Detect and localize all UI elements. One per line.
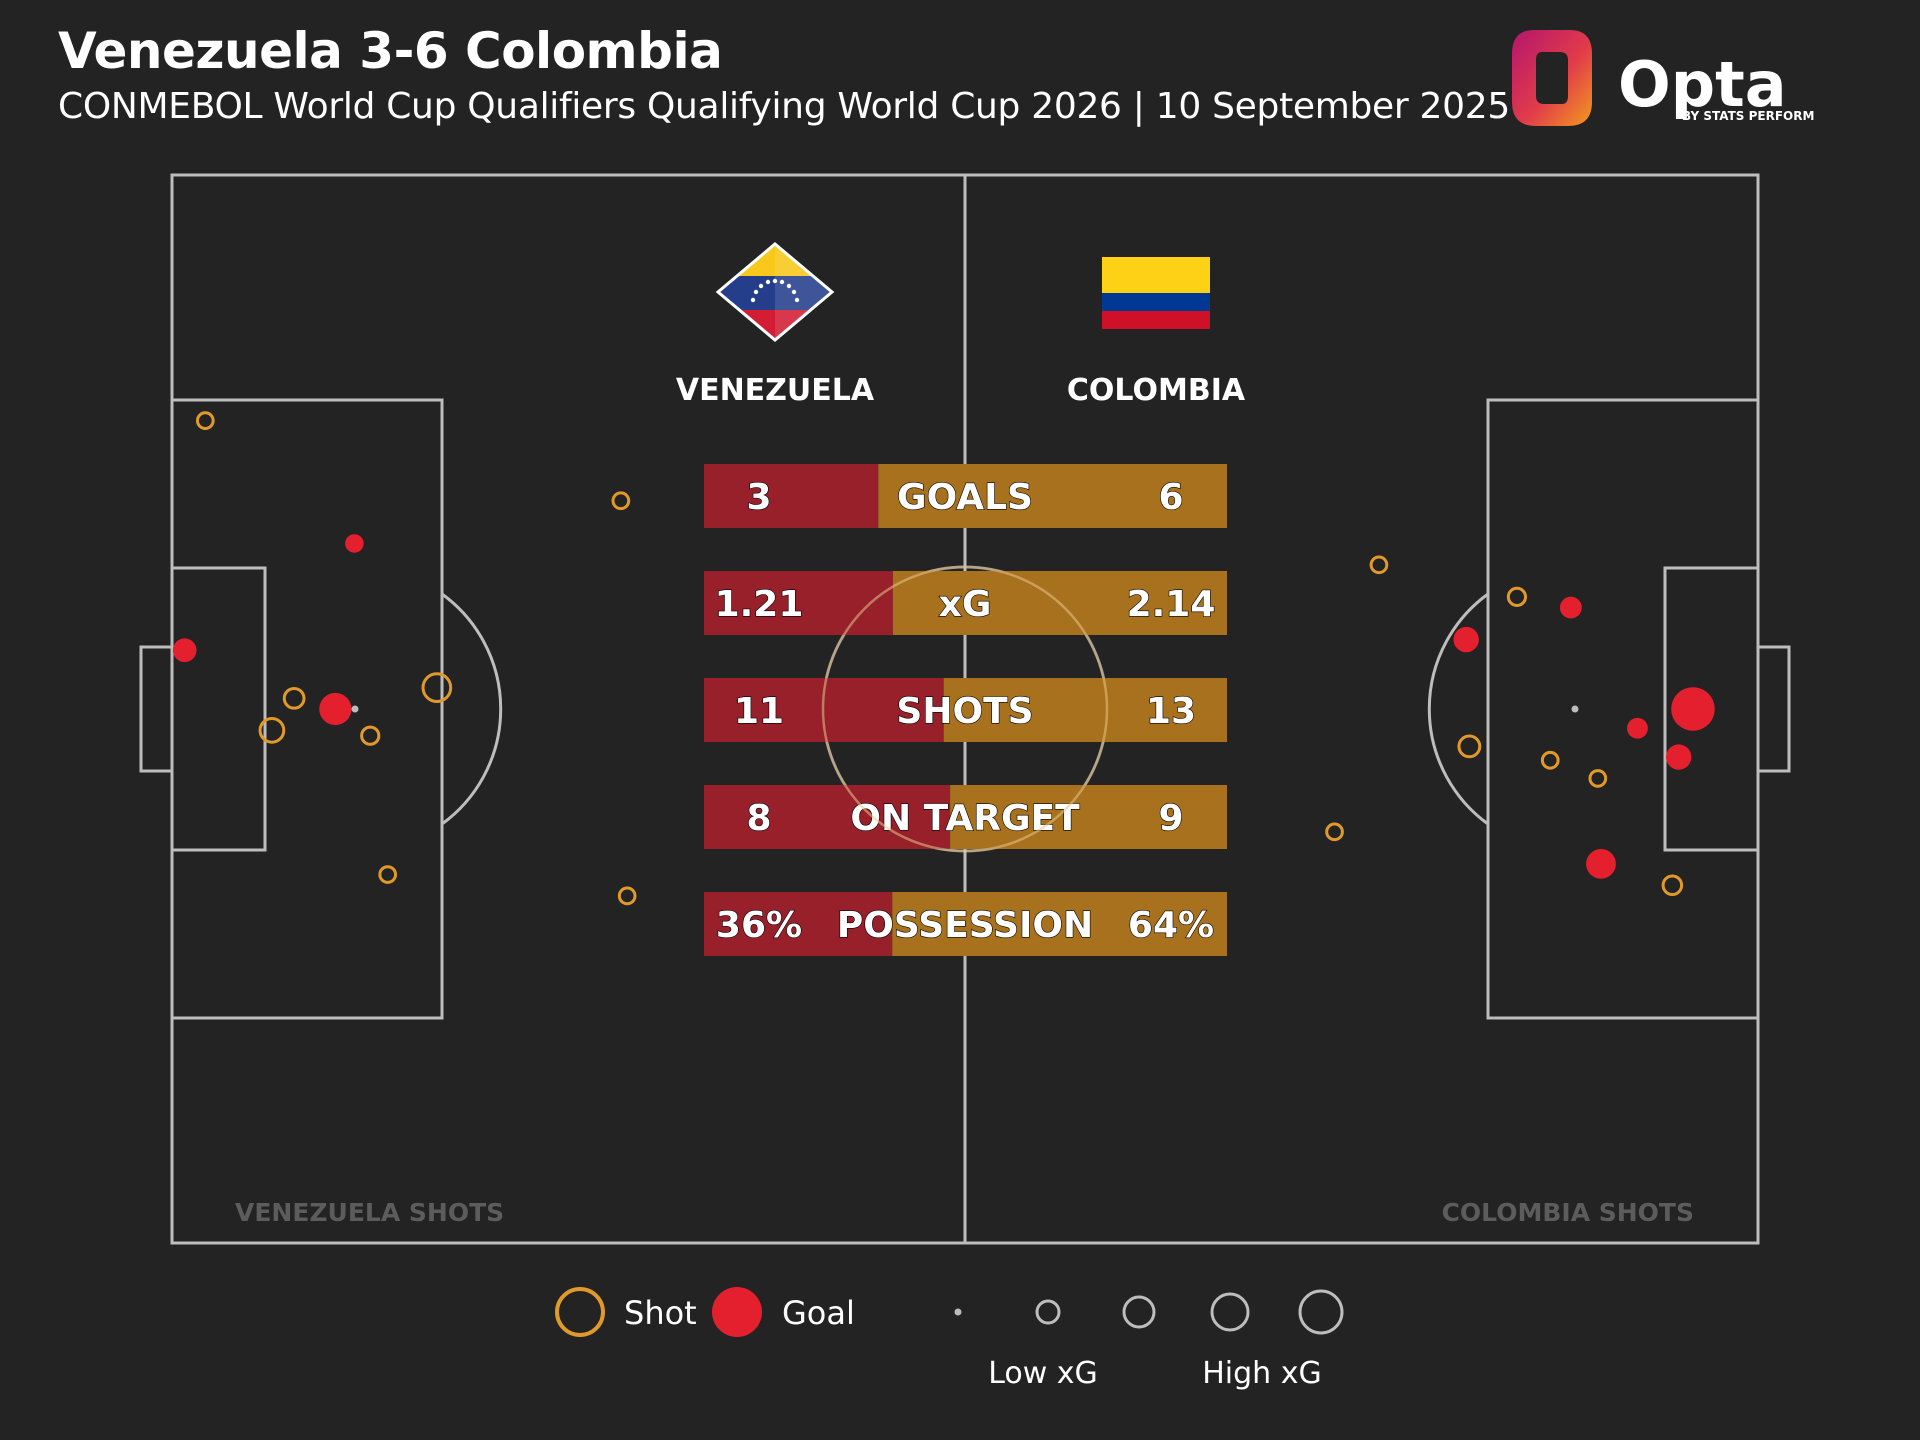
venezuela-team-name: VENEZUELA (676, 373, 875, 408)
shot-marker (1506, 586, 1528, 607)
right-penalty-arc (1427, 592, 1489, 826)
stat-bar-venezuela (704, 464, 879, 528)
stat-bar-colombia (878, 464, 1227, 528)
colombia-shots-label: COLOMBIA SHOTS (1442, 1198, 1694, 1227)
shot-marker (282, 686, 306, 710)
shot-marker (421, 672, 453, 703)
goal-marker (1627, 717, 1648, 739)
venezuela-flag-icon (715, 242, 835, 342)
stat-value-colombia: 13 (1146, 691, 1196, 732)
shot-marker (1661, 874, 1684, 896)
stat-value-colombia: 2.14 (1127, 584, 1216, 625)
goal-marker (1671, 687, 1715, 731)
stat-value-colombia: 6 (1158, 477, 1183, 518)
chart-title: Venezuela 3-6 Colombia (58, 22, 723, 80)
shot-marker (1540, 750, 1560, 770)
stat-value-colombia: 9 (1158, 798, 1183, 839)
shot-marker (611, 491, 631, 511)
stat-value-venezuela: 11 (734, 691, 784, 732)
stat-bar-colombia (892, 892, 1227, 956)
stat-bar-venezuela (704, 892, 893, 956)
shot-marker (1588, 769, 1608, 788)
shot-marker (1325, 822, 1344, 842)
goal-marker (345, 534, 364, 553)
colombia-flag-icon (1102, 257, 1210, 329)
opta-mark-icon (1512, 30, 1592, 126)
goal-marker (319, 692, 352, 726)
left-six-yard-box (170, 566, 267, 852)
shot-marker (360, 725, 381, 746)
opta-wordmark: Opta (1618, 48, 1787, 121)
left-penalty-spot (351, 705, 359, 713)
stat-value-colombia: 64% (1128, 905, 1214, 946)
stat-category-label: SHOTS (896, 691, 1033, 732)
goal-marker (1453, 626, 1479, 653)
right-penalty-spot (1571, 705, 1579, 713)
shot-marker (195, 411, 215, 430)
goal-marker (1559, 596, 1582, 619)
stat-value-venezuela: 8 (746, 798, 771, 839)
goal-marker (1666, 744, 1692, 770)
left-goal (139, 645, 174, 773)
stat-category-label: ON TARGET (850, 798, 1080, 839)
opta-logo: Opta BY STATS PERFORM (1512, 30, 1814, 126)
left-penalty-area (170, 398, 444, 1020)
stat-bar-venezuela (704, 571, 893, 635)
stat-value-venezuela: 3 (746, 477, 771, 518)
shot-marker (1369, 555, 1389, 575)
shot-marker (617, 886, 637, 906)
shot-marker (378, 865, 398, 884)
shot-marker (1457, 734, 1482, 759)
goal-marker (172, 638, 197, 663)
shot-marker (258, 717, 286, 744)
stat-bar-colombia (943, 678, 1227, 742)
opta-tagline: BY STATS PERFORM (1682, 109, 1814, 123)
stat-value-venezuela: 36% (716, 905, 802, 946)
centre-circle-overlay (821, 565, 1109, 853)
right-penalty-area (1486, 398, 1760, 1020)
left-penalty-arc (441, 592, 503, 826)
goal-marker (1586, 848, 1616, 879)
right-goal (1756, 645, 1791, 773)
stat-category-label: POSSESSION (837, 905, 1093, 946)
match-stats-bars: 3 GOALS 6 1.21 xG 2.14 11 SHOTS 13 8 ON TARGET 9 36%… (704, 464, 1227, 956)
stat-category-label: xG (939, 584, 992, 625)
colombia-team-name: COLOMBIA (1067, 373, 1246, 408)
chart-subtitle: CONMEBOL World Cup Qualifiers Qualifying… (58, 86, 1510, 127)
stat-bar-colombia (950, 785, 1227, 849)
shot-markers (172, 411, 1715, 906)
stat-category-label: GOALS (897, 477, 1033, 518)
stat-value-venezuela: 1.21 (715, 584, 804, 625)
venezuela-shots-label: VENEZUELA SHOTS (235, 1198, 504, 1227)
